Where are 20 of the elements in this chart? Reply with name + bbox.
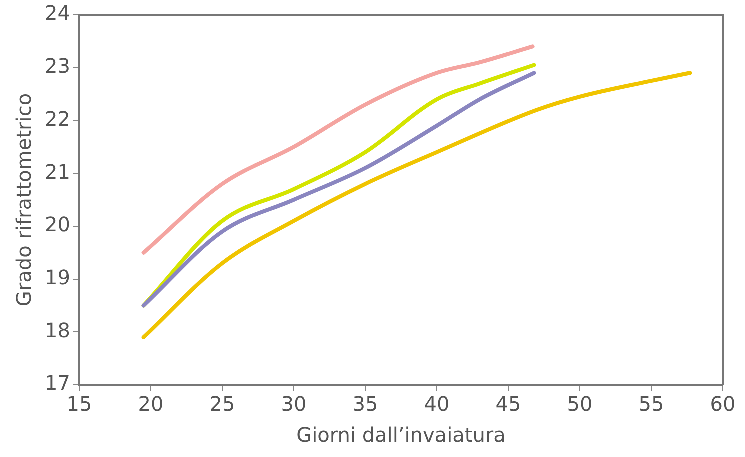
y-tick-label: 23 [44,54,70,78]
y-tick-label: 24 [44,1,70,26]
x-tick-label: 60 [710,392,736,416]
x-axis-title: Giorni dall’invaiatura [296,423,506,448]
y-tick-label: 18 [44,318,70,342]
line-series [142,44,535,255]
y-tick-label: 20 [44,212,70,237]
x-tick-label: 25 [210,392,236,416]
y-axis-title: Grado rifrattometrico [12,93,36,307]
x-tick-label: 30 [281,392,307,416]
x-tick-label: 20 [138,392,164,416]
line-series [142,71,692,340]
x-tick-label: 50 [567,392,593,416]
y-tick-label: 21 [44,160,70,184]
x-tick-label: 40 [424,392,450,416]
x-tick-label: 35 [352,392,378,416]
x-tick-label: 55 [638,392,664,416]
x-tick-label: 45 [496,392,522,416]
y-tick-label: 22 [44,106,70,131]
y-tick-label: 19 [44,265,70,290]
